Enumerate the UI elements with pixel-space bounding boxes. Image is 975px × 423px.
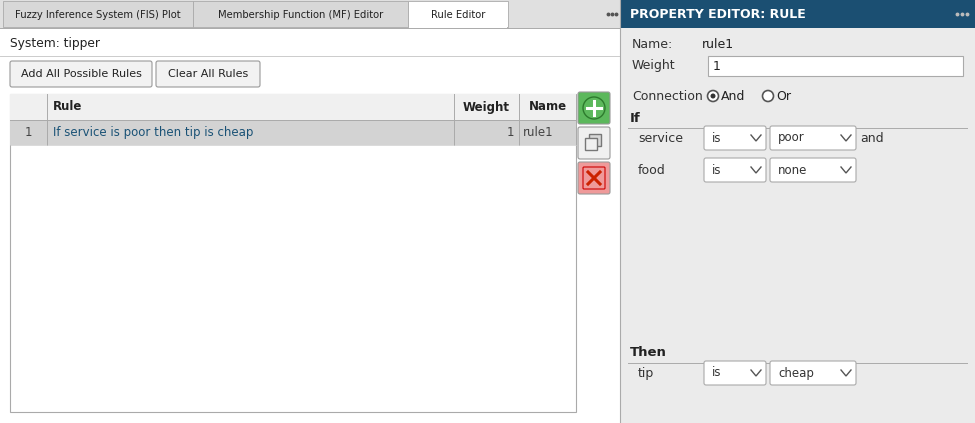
- FancyBboxPatch shape: [156, 61, 260, 87]
- Text: If service is poor then tip is cheap: If service is poor then tip is cheap: [53, 126, 254, 139]
- Text: Fuzzy Inference System (FIS) Plot: Fuzzy Inference System (FIS) Plot: [16, 10, 180, 20]
- FancyBboxPatch shape: [10, 61, 152, 87]
- Text: rule1: rule1: [702, 38, 734, 50]
- Bar: [708, 56, 963, 76]
- Circle shape: [711, 93, 716, 99]
- Bar: [10, 94, 576, 120]
- Bar: [409, 26, 507, 29]
- Text: System: tipper: System: tipper: [10, 38, 100, 50]
- FancyBboxPatch shape: [770, 361, 856, 385]
- FancyBboxPatch shape: [578, 162, 610, 194]
- Text: Add All Possible Rules: Add All Possible Rules: [20, 69, 141, 79]
- Bar: [585, 138, 597, 150]
- Text: Weight: Weight: [463, 101, 510, 113]
- FancyBboxPatch shape: [578, 92, 610, 124]
- FancyBboxPatch shape: [704, 158, 766, 182]
- Text: And: And: [721, 90, 745, 102]
- FancyBboxPatch shape: [704, 126, 766, 150]
- Text: 1: 1: [713, 60, 721, 72]
- FancyBboxPatch shape: [704, 361, 766, 385]
- Text: rule1: rule1: [523, 126, 554, 139]
- Text: service: service: [638, 132, 683, 145]
- Text: and: and: [860, 132, 883, 145]
- FancyBboxPatch shape: [408, 1, 508, 27]
- Text: If: If: [630, 112, 641, 124]
- Text: Clear All Rules: Clear All Rules: [168, 69, 248, 79]
- Text: food: food: [638, 164, 666, 176]
- Text: Name: Name: [528, 101, 566, 113]
- Text: Weight: Weight: [632, 60, 676, 72]
- Text: is: is: [712, 366, 722, 379]
- Text: 1: 1: [506, 126, 514, 139]
- Text: Then: Then: [630, 346, 667, 360]
- Text: none: none: [778, 164, 807, 176]
- Text: Connection: Connection: [632, 90, 703, 102]
- Circle shape: [583, 97, 605, 119]
- Bar: [10, 94, 576, 412]
- Text: is: is: [712, 164, 722, 176]
- Text: Rule: Rule: [53, 101, 82, 113]
- Bar: [0, 0, 620, 423]
- Text: tip: tip: [638, 366, 654, 379]
- FancyBboxPatch shape: [770, 158, 856, 182]
- Circle shape: [762, 91, 773, 102]
- Bar: [589, 134, 601, 146]
- Circle shape: [708, 91, 719, 102]
- Text: 1: 1: [24, 126, 32, 139]
- Bar: [620, 0, 975, 28]
- Text: poor: poor: [778, 132, 804, 145]
- Text: PROPERTY EDITOR: RULE: PROPERTY EDITOR: RULE: [630, 8, 805, 20]
- FancyBboxPatch shape: [3, 1, 193, 27]
- Text: is: is: [712, 132, 722, 145]
- Text: Name:: Name:: [632, 38, 674, 50]
- Text: Rule Editor: Rule Editor: [431, 10, 486, 20]
- Bar: [0, 28, 620, 423]
- Bar: [0, 0, 620, 28]
- FancyBboxPatch shape: [578, 127, 610, 159]
- FancyBboxPatch shape: [770, 126, 856, 150]
- FancyBboxPatch shape: [193, 1, 408, 27]
- Bar: [620, 0, 975, 423]
- Bar: [10, 120, 576, 145]
- FancyBboxPatch shape: [583, 167, 605, 189]
- Text: Membership Function (MF) Editor: Membership Function (MF) Editor: [217, 10, 383, 20]
- Text: Or: Or: [776, 90, 791, 102]
- Text: cheap: cheap: [778, 366, 814, 379]
